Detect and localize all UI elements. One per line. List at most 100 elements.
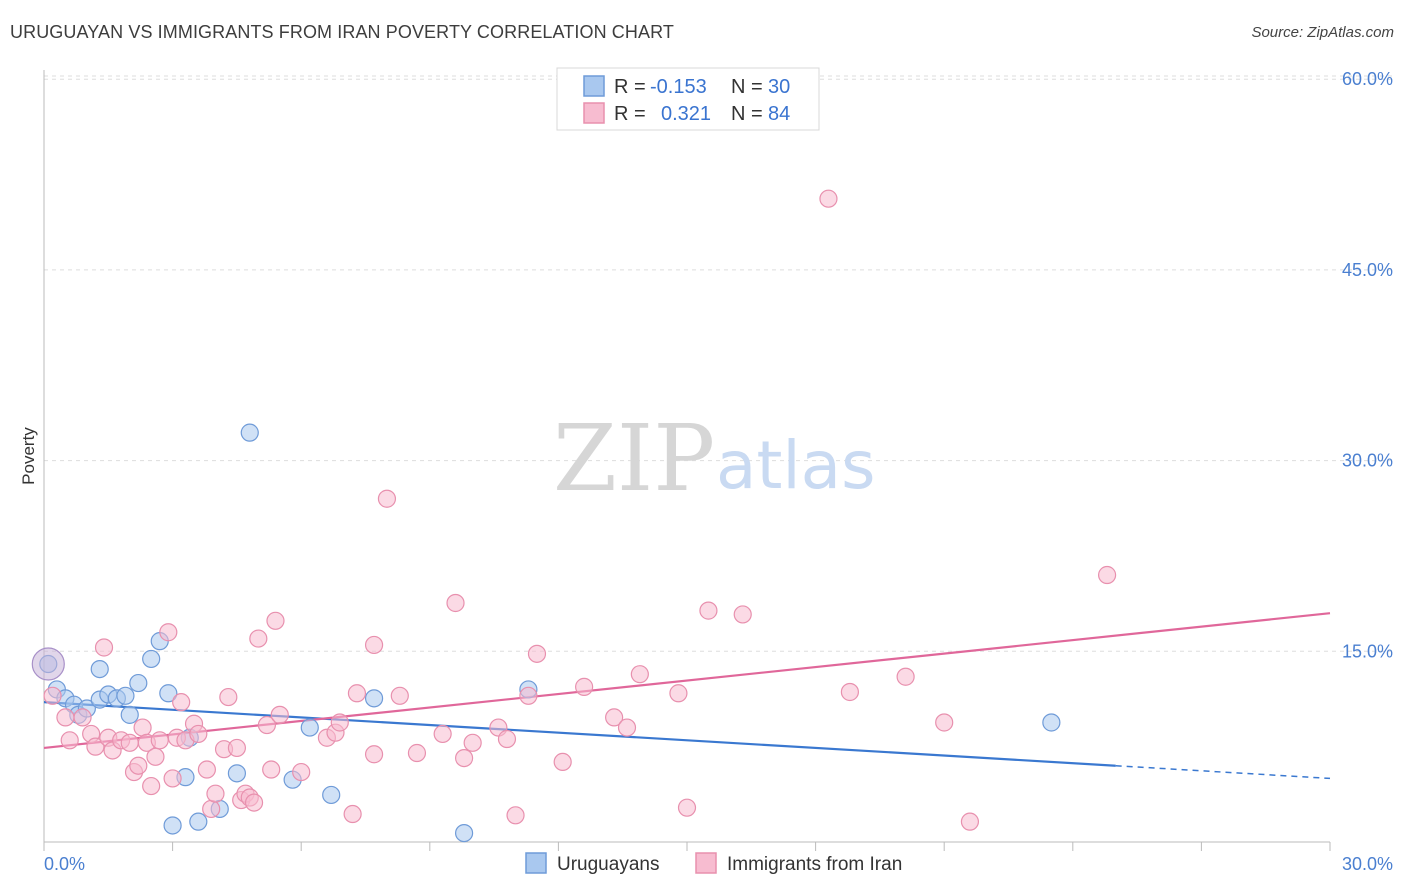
iran-point[interactable] [896, 667, 915, 686]
iran-point[interactable] [605, 708, 624, 727]
uruguayans-point[interactable] [129, 673, 148, 693]
iran-point[interactable] [935, 713, 954, 732]
watermark-zip: ZIP [553, 405, 715, 512]
chart-title: URUGUAYAN VS IMMIGRANTS FROM IRAN POVERT… [10, 22, 674, 42]
iran-point[interactable] [446, 593, 465, 613]
x-tick-label-max: 30.0% [1342, 854, 1393, 874]
uruguayans-point[interactable] [454, 824, 474, 843]
iran-point[interactable] [129, 756, 148, 775]
iran-point[interactable] [94, 638, 114, 657]
iran-point[interactable] [630, 665, 649, 684]
iran-point[interactable] [519, 686, 538, 705]
iran-point[interactable] [840, 682, 859, 702]
iran-point[interactable] [733, 605, 752, 624]
uruguayans-point[interactable] [142, 649, 161, 669]
iran-point[interactable] [202, 799, 221, 819]
iran-point[interactable] [86, 737, 105, 756]
iran-point[interactable] [163, 769, 182, 788]
iran-point[interactable] [266, 611, 285, 630]
legend-n-value-1: 30 [768, 76, 790, 98]
uruguayans-point[interactable] [227, 764, 246, 783]
iran-point[interactable] [347, 684, 367, 703]
iran-point[interactable] [159, 623, 178, 642]
iran-point[interactable] [206, 784, 225, 803]
iran-point[interactable] [390, 686, 409, 705]
iran-point[interactable] [292, 762, 311, 782]
y-tick-label: 45.0% [1342, 260, 1393, 280]
iran-point[interactable] [142, 776, 161, 796]
uruguayans-point[interactable] [90, 659, 109, 679]
iran-point[interactable] [454, 748, 474, 768]
uruguayans-point[interactable] [240, 423, 259, 442]
watermark-atlas: atlas [716, 427, 876, 504]
data-points[interactable] [31, 189, 1117, 843]
legend-swatch-iran [583, 102, 605, 124]
iran-point[interactable] [553, 752, 572, 772]
iran-trend-line [43, 612, 1331, 750]
iran-point[interactable] [1097, 565, 1117, 585]
x-tick-label-min: 0.0% [44, 854, 85, 874]
legend-n-label-1: N = [731, 76, 763, 98]
iran-point[interactable] [270, 705, 289, 724]
iran-point[interactable] [227, 738, 246, 758]
uruguayans-point[interactable] [189, 812, 208, 831]
iran-point[interactable] [197, 760, 216, 779]
iran-point[interactable] [172, 693, 191, 712]
uruguayans-point[interactable] [116, 686, 135, 705]
iran-point[interactable] [244, 793, 264, 812]
iran-point[interactable] [73, 708, 92, 727]
uruguayans-point[interactable] [1042, 713, 1061, 732]
uruguayans-point[interactable] [322, 785, 341, 805]
legend-r-label-1: R = [614, 76, 646, 98]
bottom-legend-label-iran: Immigrants from Iran [727, 854, 902, 875]
uruguayans-point[interactable] [364, 689, 384, 708]
iran-point[interactable] [146, 747, 165, 766]
iran-point[interactable] [249, 629, 268, 648]
iran-point[interactable] [364, 745, 384, 764]
iran-point[interactable] [56, 708, 75, 727]
axes [43, 70, 1331, 851]
iran-point[interactable] [364, 635, 384, 655]
uruguayans-trend-line [43, 701, 1116, 767]
iran-point[interactable] [189, 724, 208, 744]
grid-lines [44, 75, 1393, 652]
iran-point[interactable] [257, 715, 277, 735]
uruguayans-point[interactable] [159, 684, 178, 703]
iran-point[interactable] [497, 729, 517, 749]
legend-r-label-2: R = [614, 103, 646, 125]
uruguayans-point[interactable] [300, 718, 319, 737]
iran-point[interactable] [433, 724, 452, 744]
iran-point[interactable] [219, 687, 238, 707]
uruguayans-point[interactable] [163, 816, 182, 835]
iran-point[interactable] [669, 684, 688, 703]
uruguayans-trend-extension [1115, 764, 1331, 780]
iran-point[interactable] [575, 677, 594, 696]
iran-point[interactable] [617, 718, 637, 737]
legend-r-value-1: -0.153 [650, 76, 707, 98]
iran-point[interactable] [463, 733, 482, 752]
iran-point[interactable] [120, 733, 139, 752]
iran-point[interactable] [343, 804, 362, 824]
iran-point[interactable] [506, 806, 525, 825]
cluster-point [31, 647, 65, 681]
iran-point[interactable] [262, 760, 281, 779]
iran-point[interactable] [819, 189, 838, 208]
iran-point[interactable] [60, 731, 79, 750]
iran-point[interactable] [330, 713, 349, 732]
iran-point[interactable] [407, 743, 427, 763]
iran-point[interactable] [699, 601, 718, 620]
iran-point[interactable] [677, 798, 697, 817]
iran-point[interactable] [960, 812, 980, 831]
uruguayans-point[interactable] [120, 705, 139, 724]
source-label: Source: ZipAtlas.com [1251, 24, 1394, 41]
iran-point[interactable] [133, 718, 152, 737]
iran-point[interactable] [527, 644, 547, 663]
legend-n-label-2: N = [731, 103, 763, 125]
bottom-legend-swatch-iran [695, 852, 717, 874]
bottom-legend-label-uruguayans: Uruguayans [557, 854, 659, 875]
iran-point[interactable] [43, 686, 62, 705]
y-axis-label: Poverty [19, 427, 38, 485]
iran-point[interactable] [150, 731, 169, 750]
iran-point[interactable] [377, 489, 397, 508]
